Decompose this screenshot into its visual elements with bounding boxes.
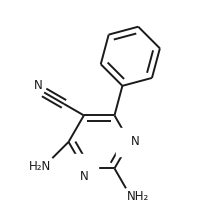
Text: NH₂: NH₂ <box>127 190 150 203</box>
Text: N: N <box>131 135 140 148</box>
Text: H₂N: H₂N <box>29 160 51 173</box>
Text: N: N <box>80 170 88 183</box>
Text: N: N <box>34 79 43 92</box>
